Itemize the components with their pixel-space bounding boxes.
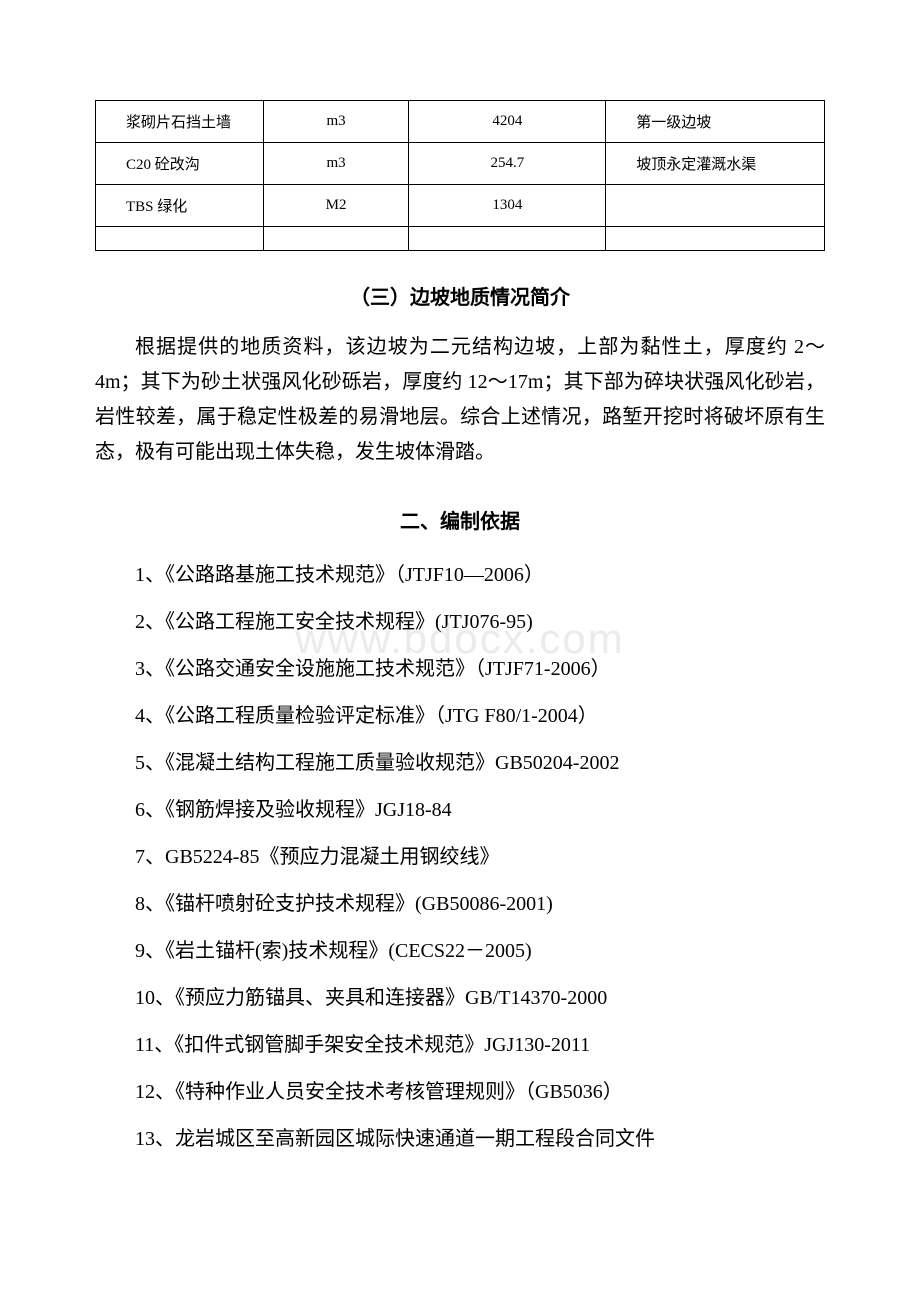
table-row: 浆砌片石挡土墙 m3 4204 第一级边坡 xyxy=(96,101,825,143)
list-item: 8、《锚杆喷射砼支护技术规程》(GB50086-2001) xyxy=(95,888,825,920)
cell-note: 坡顶永定灌溉水渠 xyxy=(606,143,825,185)
cell-item: TBS 绿化 xyxy=(96,185,264,227)
list-item: 10、《预应力筋锚具、夹具和连接器》GB/T14370-2000 xyxy=(95,982,825,1014)
cell-empty xyxy=(263,227,409,251)
cell-item: 浆砌片石挡土墙 xyxy=(96,101,264,143)
list-item: 12、《特种作业人员安全技术考核管理规则》（GB5036） xyxy=(95,1076,825,1108)
list-item: 3、《公路交通安全设施施工技术规范》（JTJF71-2006） xyxy=(95,653,825,685)
list-item: 6、《钢筋焊接及验收规程》JGJ18-84 xyxy=(95,794,825,826)
quantities-table: 浆砌片石挡土墙 m3 4204 第一级边坡 C20 砼改沟 m3 254.7 坡… xyxy=(95,100,825,251)
list-item: 9、《岩土锚杆(索)技术规程》(CECS22－2005) xyxy=(95,935,825,967)
list-item: 4、《公路工程质量检验评定标准》（JTG F80/1-2004） xyxy=(95,700,825,732)
cell-unit: m3 xyxy=(263,143,409,185)
cell-unit: m3 xyxy=(263,101,409,143)
cell-item: C20 砼改沟 xyxy=(96,143,264,185)
cell-note xyxy=(606,185,825,227)
table-row: C20 砼改沟 m3 254.7 坡顶永定灌溉水渠 xyxy=(96,143,825,185)
cell-unit: M2 xyxy=(263,185,409,227)
cell-note: 第一级边坡 xyxy=(606,101,825,143)
cell-qty: 254.7 xyxy=(409,143,606,185)
list-item: 7、GB5224-85《预应力混凝土用钢绞线》 xyxy=(95,841,825,873)
list-item: 5、《混凝土结构工程施工质量验收规范》GB50204-2002 xyxy=(95,747,825,779)
table-row-empty xyxy=(96,227,825,251)
cell-qty: 4204 xyxy=(409,101,606,143)
cell-empty xyxy=(409,227,606,251)
cell-empty xyxy=(606,227,825,251)
list-item: 11、《扣件式钢管脚手架安全技术规范》JGJ130-2011 xyxy=(95,1029,825,1061)
list-item: 2、《公路工程施工安全技术规程》(JTJ076-95) xyxy=(95,606,825,638)
section3-paragraph: 根据提供的地质资料，该边坡为二元结构边坡，上部为黏性土，厚度约 2～4m；其下为… xyxy=(95,330,825,470)
list-item: 1、《公路路基施工技术规范》（JTJF10—2006） xyxy=(95,559,825,591)
basis-heading: 二、编制依据 xyxy=(95,505,825,534)
cell-qty: 1304 xyxy=(409,185,606,227)
list-item: 13、龙岩城区至高新园区城际快速通道一期工程段合同文件 xyxy=(95,1123,825,1155)
table-row: TBS 绿化 M2 1304 xyxy=(96,185,825,227)
section3-heading: （三）边坡地质情况简介 xyxy=(95,281,825,310)
page-content: 浆砌片石挡土墙 m3 4204 第一级边坡 C20 砼改沟 m3 254.7 坡… xyxy=(95,100,825,1155)
cell-empty xyxy=(96,227,264,251)
